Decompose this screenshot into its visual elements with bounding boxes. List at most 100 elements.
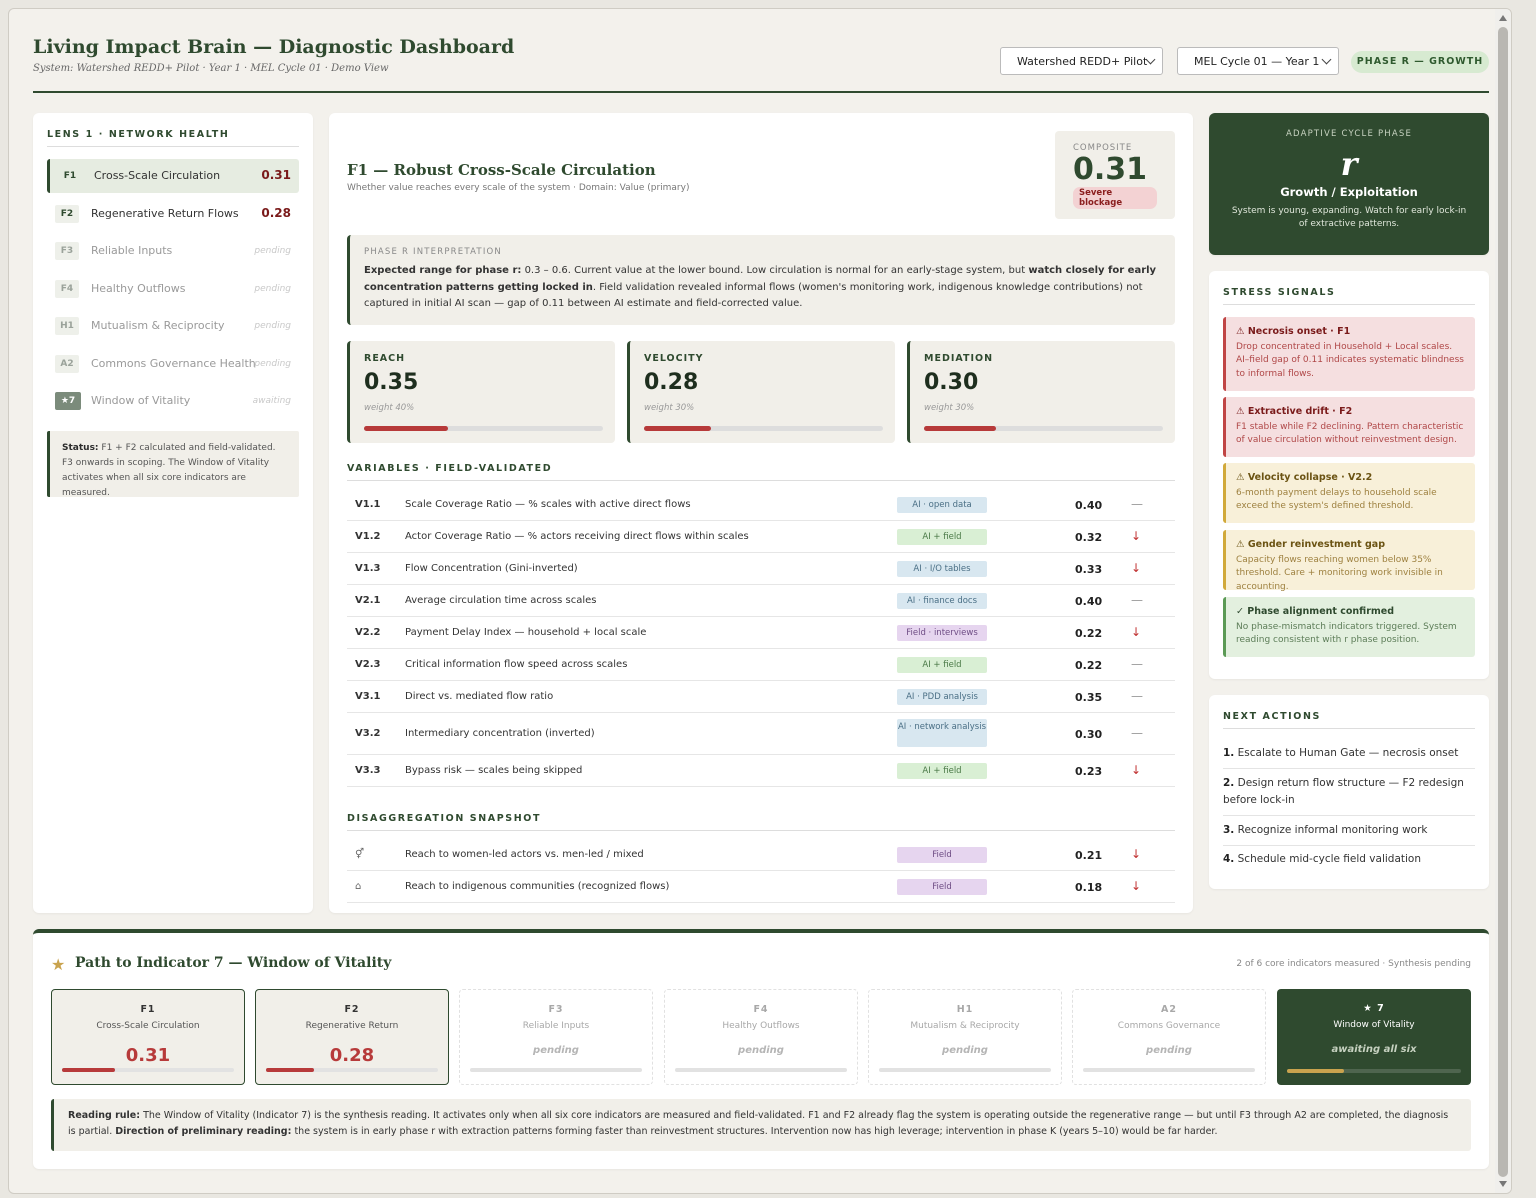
variable-desc: Intermediary concentration (inverted) bbox=[405, 728, 595, 739]
source-tag: AI + field bbox=[897, 763, 987, 779]
table-row: V3.2 Intermediary concentration (inverte… bbox=[347, 713, 1175, 755]
variable-code: V3.2 bbox=[355, 728, 381, 739]
subscore-mediation: MEDIATION 0.30 weight 30% bbox=[907, 341, 1175, 443]
variable-desc: Direct vs. mediated flow ratio bbox=[405, 691, 554, 702]
variable-value: 0.32 bbox=[1075, 531, 1103, 544]
nav-label: Healthy Outflows bbox=[91, 282, 186, 295]
nav-code: ★7 bbox=[55, 392, 81, 410]
path-card-progress-fill bbox=[266, 1068, 315, 1072]
trend-down-icon: ↓ bbox=[1131, 879, 1142, 893]
stress-heading: STRESS SIGNALS bbox=[1223, 287, 1475, 305]
sidebar-item-f3[interactable]: F3 Reliable Inputs pending bbox=[47, 234, 299, 268]
stress-card-necrosis[interactable]: ⚠ Necrosis onset · F1 Drop concentrated … bbox=[1223, 317, 1475, 391]
source-tag: AI · PDD analysis bbox=[897, 689, 987, 705]
subscore-progress-fill bbox=[924, 426, 996, 431]
source-tag: AI + field bbox=[897, 529, 987, 545]
table-row: ⌂ Reach to indigenous communities (recog… bbox=[347, 871, 1175, 903]
scroll-up-arrow-icon[interactable] bbox=[1499, 15, 1507, 21]
source-tag: AI · open data bbox=[897, 497, 987, 513]
variable-code: V1.3 bbox=[355, 563, 381, 574]
reading-rule-note: Reading rule: The Window of Vitality (In… bbox=[51, 1099, 1471, 1151]
page-subtitle: System: Watershed REDD+ Pilot · Year 1 ·… bbox=[33, 63, 389, 74]
trend-down-icon: ↓ bbox=[1131, 625, 1142, 639]
subscore-weight: weight 40% bbox=[364, 403, 415, 413]
table-row: ⚥ Reach to women-led actors vs. men-led … bbox=[347, 839, 1175, 871]
trend-down-icon: ↓ bbox=[1131, 529, 1142, 543]
cycle-select[interactable]: MEL Cycle 01 — Year 1 bbox=[1177, 47, 1339, 75]
variable-value: 0.22 bbox=[1075, 659, 1103, 672]
nav-value: pending bbox=[254, 321, 291, 331]
source-tag: Field · interviews bbox=[897, 625, 987, 641]
system-select[interactable]: Watershed REDD+ Pilot bbox=[1000, 47, 1163, 75]
sidebar-item-f1[interactable]: F1 Cross-Scale Circulation 0.31 bbox=[47, 159, 299, 193]
action-item[interactable]: 2. Design return flow structure — F2 red… bbox=[1223, 769, 1475, 816]
page-title: Living Impact Brain — Diagnostic Dashboa… bbox=[33, 36, 515, 58]
variable-value: 0.35 bbox=[1075, 691, 1103, 704]
variable-desc: Payment Delay Index — household + local … bbox=[405, 627, 647, 638]
path-card-value: pending bbox=[1146, 1045, 1192, 1056]
nav-code: F1 bbox=[63, 171, 77, 181]
path-card-f3[interactable]: F3 Reliable Inputs pending bbox=[459, 989, 653, 1085]
nav-value: pending bbox=[254, 246, 291, 256]
interp-bold: watch closely for early concentration pa… bbox=[364, 265, 1157, 293]
path-card-progress bbox=[1287, 1069, 1461, 1073]
stress-card-gender-gap[interactable]: ⚠ Gender reinvestment gap Capacity flows… bbox=[1223, 530, 1475, 592]
table-row: V2.1 Average circulation time across sca… bbox=[347, 585, 1175, 617]
path-card-code: F1 bbox=[140, 1004, 156, 1015]
disaggregation-heading: DISAGGREGATION SNAPSHOT bbox=[347, 813, 1175, 831]
stress-card-velocity-collapse[interactable]: ⚠ Velocity collapse · V2.2 6-month payme… bbox=[1223, 463, 1475, 523]
nav-code: F2 bbox=[55, 205, 79, 223]
adaptive-cycle-phase-card: ADAPTIVE CYCLE PHASE r Growth / Exploita… bbox=[1209, 113, 1489, 255]
sidebar-item-window-of-vitality[interactable]: ★7 Window of Vitality awaiting bbox=[47, 384, 299, 418]
path-card-f2[interactable]: F2 Regenerative Return 0.28 bbox=[255, 989, 449, 1085]
action-item[interactable]: 3. Recognize informal monitoring work bbox=[1223, 816, 1475, 846]
status-label: Status: bbox=[62, 443, 99, 453]
nav-label: Mutualism & Reciprocity bbox=[91, 319, 225, 332]
sidebar-item-h1[interactable]: H1 Mutualism & Reciprocity pending bbox=[47, 309, 299, 343]
phase-badge: PHASE R — GROWTH bbox=[1351, 51, 1489, 73]
indicator-subtitle: Whether value reaches every scale of the… bbox=[347, 183, 690, 193]
interp-bold: Expected range for phase r: bbox=[364, 265, 522, 276]
stress-text: No phase-mismatch indicators triggered. … bbox=[1236, 621, 1457, 646]
sidebar-item-f4[interactable]: F4 Healthy Outflows pending bbox=[47, 272, 299, 306]
scrollbar-thumb[interactable] bbox=[1498, 27, 1508, 1177]
sidebar-item-a2[interactable]: A2 Commons Governance Health pending bbox=[47, 347, 299, 381]
path-card-f1[interactable]: F1 Cross-Scale Circulation 0.31 bbox=[51, 989, 245, 1085]
actions-heading: NEXT ACTIONS bbox=[1223, 711, 1475, 729]
path-card-window-of-vitality[interactable]: ★ 7 Window of Vitality awaiting all six bbox=[1277, 989, 1471, 1085]
scroll-down-arrow-icon[interactable] bbox=[1499, 1181, 1507, 1187]
trend-flat-icon: — bbox=[1131, 726, 1143, 740]
path-card-code: F2 bbox=[344, 1004, 360, 1015]
path-card-a2[interactable]: A2 Commons Governance pending bbox=[1072, 989, 1266, 1085]
rule-text: the system is in early phase r with extr… bbox=[291, 1126, 1218, 1137]
nav-value: pending bbox=[254, 284, 291, 294]
action-item[interactable]: 1. Escalate to Human Gate — necrosis ons… bbox=[1223, 739, 1475, 769]
indicator-title: F1 — Robust Cross-Scale Circulation bbox=[347, 161, 656, 179]
nav-label: Window of Vitality bbox=[91, 394, 191, 407]
table-row: V2.3 Critical information flow speed acr… bbox=[347, 649, 1175, 681]
page-header: Living Impact Brain — Diagnostic Dashboa… bbox=[33, 33, 1489, 93]
path-card-name: Window of Vitality bbox=[1333, 1020, 1415, 1030]
sidebar-item-f2[interactable]: F2 Regenerative Return Flows 0.28 bbox=[47, 197, 299, 231]
composite-label: COMPOSITE bbox=[1073, 143, 1133, 153]
vertical-scrollbar[interactable] bbox=[1495, 9, 1511, 1193]
action-number: 4. bbox=[1223, 853, 1235, 865]
action-item[interactable]: 4. Schedule mid-cycle field validation bbox=[1223, 845, 1475, 874]
nav-value: 0.31 bbox=[261, 168, 291, 182]
nav-code: F4 bbox=[55, 280, 79, 298]
subscore-progress-bar bbox=[924, 426, 1163, 431]
stress-card-extractive-drift[interactable]: ⚠ Extractive drift · F2 F1 stable while … bbox=[1223, 397, 1475, 457]
subscore-progress-bar bbox=[644, 426, 883, 431]
path-card-h1[interactable]: H1 Mutualism & Reciprocity pending bbox=[868, 989, 1062, 1085]
path-card-progress bbox=[1083, 1068, 1255, 1072]
nav-value: pending bbox=[254, 359, 291, 369]
variable-value: 0.40 bbox=[1075, 595, 1103, 608]
stress-title: ⚠ Extractive drift · F2 bbox=[1236, 406, 1353, 417]
action-number: 3. bbox=[1223, 824, 1235, 836]
path-card-f4[interactable]: F4 Healthy Outflows pending bbox=[664, 989, 858, 1085]
subscore-weight: weight 30% bbox=[924, 403, 975, 413]
trend-flat-icon: — bbox=[1131, 657, 1143, 671]
variable-value: 0.33 bbox=[1075, 563, 1103, 576]
stress-card-phase-alignment[interactable]: ✓ Phase alignment confirmed No phase-mis… bbox=[1223, 597, 1475, 657]
path-card-code: F4 bbox=[753, 1004, 769, 1015]
